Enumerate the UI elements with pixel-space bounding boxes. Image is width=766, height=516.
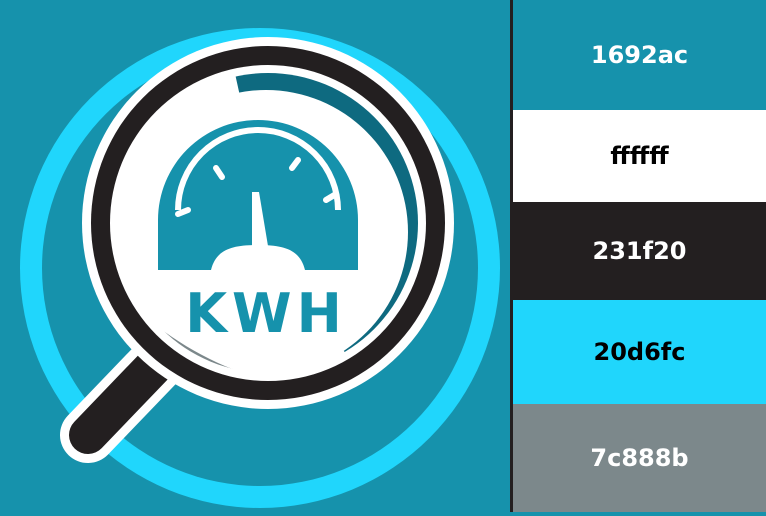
gauge-needle: [252, 192, 270, 258]
color-swatch: 20d6fc: [513, 300, 766, 404]
swatch-hex-label: 1692ac: [590, 41, 689, 69]
gauge-hub: [254, 251, 268, 265]
color-swatch: 7c888b: [513, 404, 766, 512]
gauge-tick: [175, 207, 191, 217]
swatch-hex-label: ffffff: [610, 142, 669, 170]
logo-text: KWH: [185, 282, 347, 345]
gauge-tick: [289, 157, 301, 171]
gauge-tick: [323, 191, 339, 203]
gauge-tick: [213, 165, 225, 180]
color-swatch: 1692ac: [513, 0, 766, 110]
magnifier-handle: [69, 341, 179, 454]
kwh-logo: KWH: [20, 28, 500, 508]
gauge-ring: [175, 127, 341, 211]
color-swatch: 231f20: [513, 202, 766, 300]
magnifying-glass-icon: KWH: [20, 28, 500, 508]
color-palette: 1692ac ffffff 231f20 20d6fc 7c888b: [513, 0, 766, 512]
swatch-hex-label: 231f20: [592, 237, 687, 265]
color-swatch: ffffff: [513, 110, 766, 202]
speedometer-gauge-icon: [158, 120, 358, 270]
divider-line: [510, 0, 513, 512]
swatch-hex-label: 20d6fc: [593, 338, 686, 366]
swatch-hex-label: 7c888b: [590, 444, 689, 472]
